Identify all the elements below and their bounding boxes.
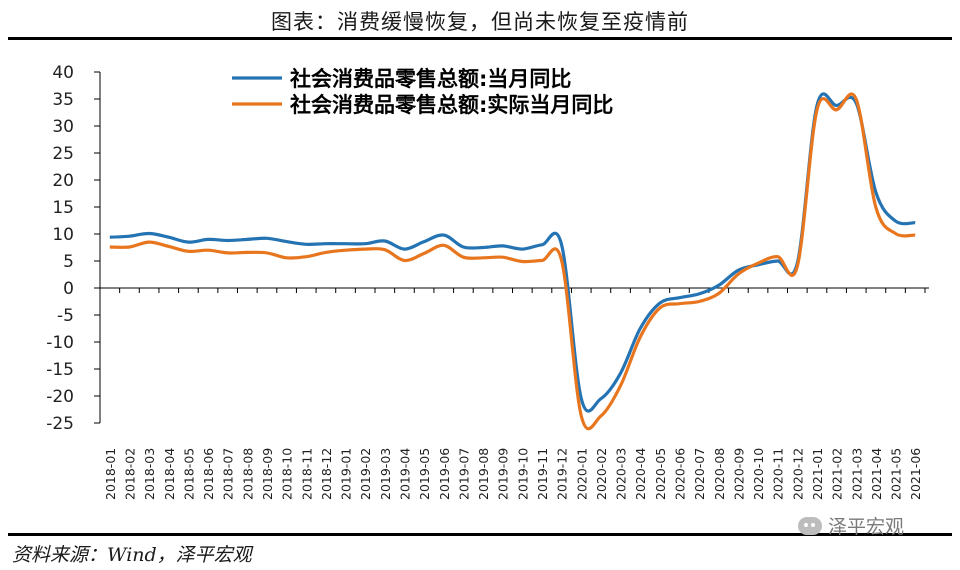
x-tick-label: 2019-02 — [358, 448, 373, 500]
x-tick-label: 2019-10 — [515, 448, 530, 500]
series-line-2 — [109, 92, 916, 431]
bottom-rule — [8, 533, 952, 536]
x-tick-label: 2020-04 — [633, 448, 648, 500]
y-tick-label: 30 — [52, 117, 74, 137]
x-tick-label: 2020-02 — [594, 448, 609, 500]
x-tick-label: 2021-02 — [830, 448, 845, 500]
y-tick-label: -5 — [57, 306, 74, 326]
y-axis: 40 35 30 25 20 15 10 5 0 -5 -10 -15 -20 -25 — [46, 63, 101, 434]
x-tick-label: 2019-08 — [476, 448, 491, 500]
x-axis: 2018-01 2018-02 2018-03 2018-04 2018-05 2018-… — [99, 287, 929, 500]
y-tick-label: 25 — [52, 144, 74, 164]
watermark: 泽平宏观 — [798, 512, 904, 539]
x-tick-label: 2020-09 — [731, 448, 746, 500]
y-tick-label: 20 — [52, 171, 74, 191]
x-tick-label: 2019-05 — [417, 448, 432, 500]
x-tick-label: 2020-06 — [672, 448, 687, 500]
x-tick-label: 2018-01 — [103, 448, 118, 500]
x-tick-label: 2019-09 — [496, 448, 511, 500]
series-layer — [109, 92, 916, 431]
x-tick-label: 2020-12 — [790, 448, 805, 500]
x-tick-label: 2018-03 — [142, 448, 157, 500]
x-tick-label: 2020-07 — [692, 448, 707, 500]
x-tick-label: 2019-04 — [397, 448, 412, 500]
x-tick-label: 2018-08 — [240, 448, 255, 500]
x-tick-label: 2019-06 — [437, 448, 452, 500]
legend-label-1: 社会消费品零售总额:当月同比 — [289, 67, 571, 91]
x-tick-label: 2019-11 — [535, 448, 550, 500]
x-tick-label: 2018-12 — [319, 448, 334, 500]
x-tick-label: 2018-09 — [260, 448, 275, 500]
watermark-text: 泽平宏观 — [828, 516, 905, 538]
x-tick-label: 2021-05 — [889, 448, 904, 500]
x-tick-label: 2018-06 — [201, 448, 216, 500]
chart-title: 图表：消费缓慢恢复，但尚未恢复至疫情前 — [271, 10, 689, 34]
x-tick-label: 2018-11 — [299, 448, 314, 500]
x-tick-label: 2020-03 — [614, 448, 629, 500]
x-tick-label: 2019-07 — [456, 448, 471, 500]
x-tick-label: 2019-12 — [555, 448, 570, 500]
x-tick-label: 2021-01 — [810, 448, 825, 500]
wechat-icon — [798, 516, 822, 535]
source-note: 资料来源：Wind，泽平宏观 — [12, 544, 252, 566]
x-tick-label: 2018-02 — [122, 448, 137, 500]
x-tick-label: 2020-05 — [653, 448, 668, 500]
y-tick-label: 0 — [63, 279, 74, 299]
x-tick-label: 2018-04 — [162, 448, 177, 500]
x-tick-label: 2018-10 — [280, 448, 295, 500]
y-tick-label: 15 — [52, 198, 74, 218]
y-tick-label: 10 — [52, 225, 74, 245]
x-tick-label: 2018-05 — [181, 448, 196, 500]
y-tick-label: 40 — [52, 63, 74, 83]
x-tick-label: 2020-01 — [574, 448, 589, 500]
x-tick-label: 2019-03 — [378, 448, 393, 500]
y-tick-label: -15 — [46, 360, 74, 380]
y-tick-label: -25 — [46, 414, 74, 434]
y-tick-label: -20 — [46, 387, 74, 407]
y-tick-label: 35 — [52, 90, 74, 110]
x-tick-label: 2021-03 — [849, 448, 864, 500]
x-tick-label: 2021-04 — [869, 448, 884, 500]
x-tick-label: 2021-06 — [908, 448, 923, 500]
x-tick-label: 2020-11 — [771, 448, 786, 500]
top-rule — [8, 37, 952, 40]
x-tick-label: 2018-07 — [221, 448, 236, 500]
y-tick-label: 5 — [63, 252, 74, 272]
x-tick-label: 2020-08 — [712, 448, 727, 500]
x-tick-label: 2019-01 — [339, 448, 354, 500]
legend-label-2: 社会消费品零售总额:实际当月同比 — [289, 93, 613, 117]
x-tick-label: 2020-10 — [751, 448, 766, 500]
y-tick-label: -10 — [46, 333, 74, 353]
